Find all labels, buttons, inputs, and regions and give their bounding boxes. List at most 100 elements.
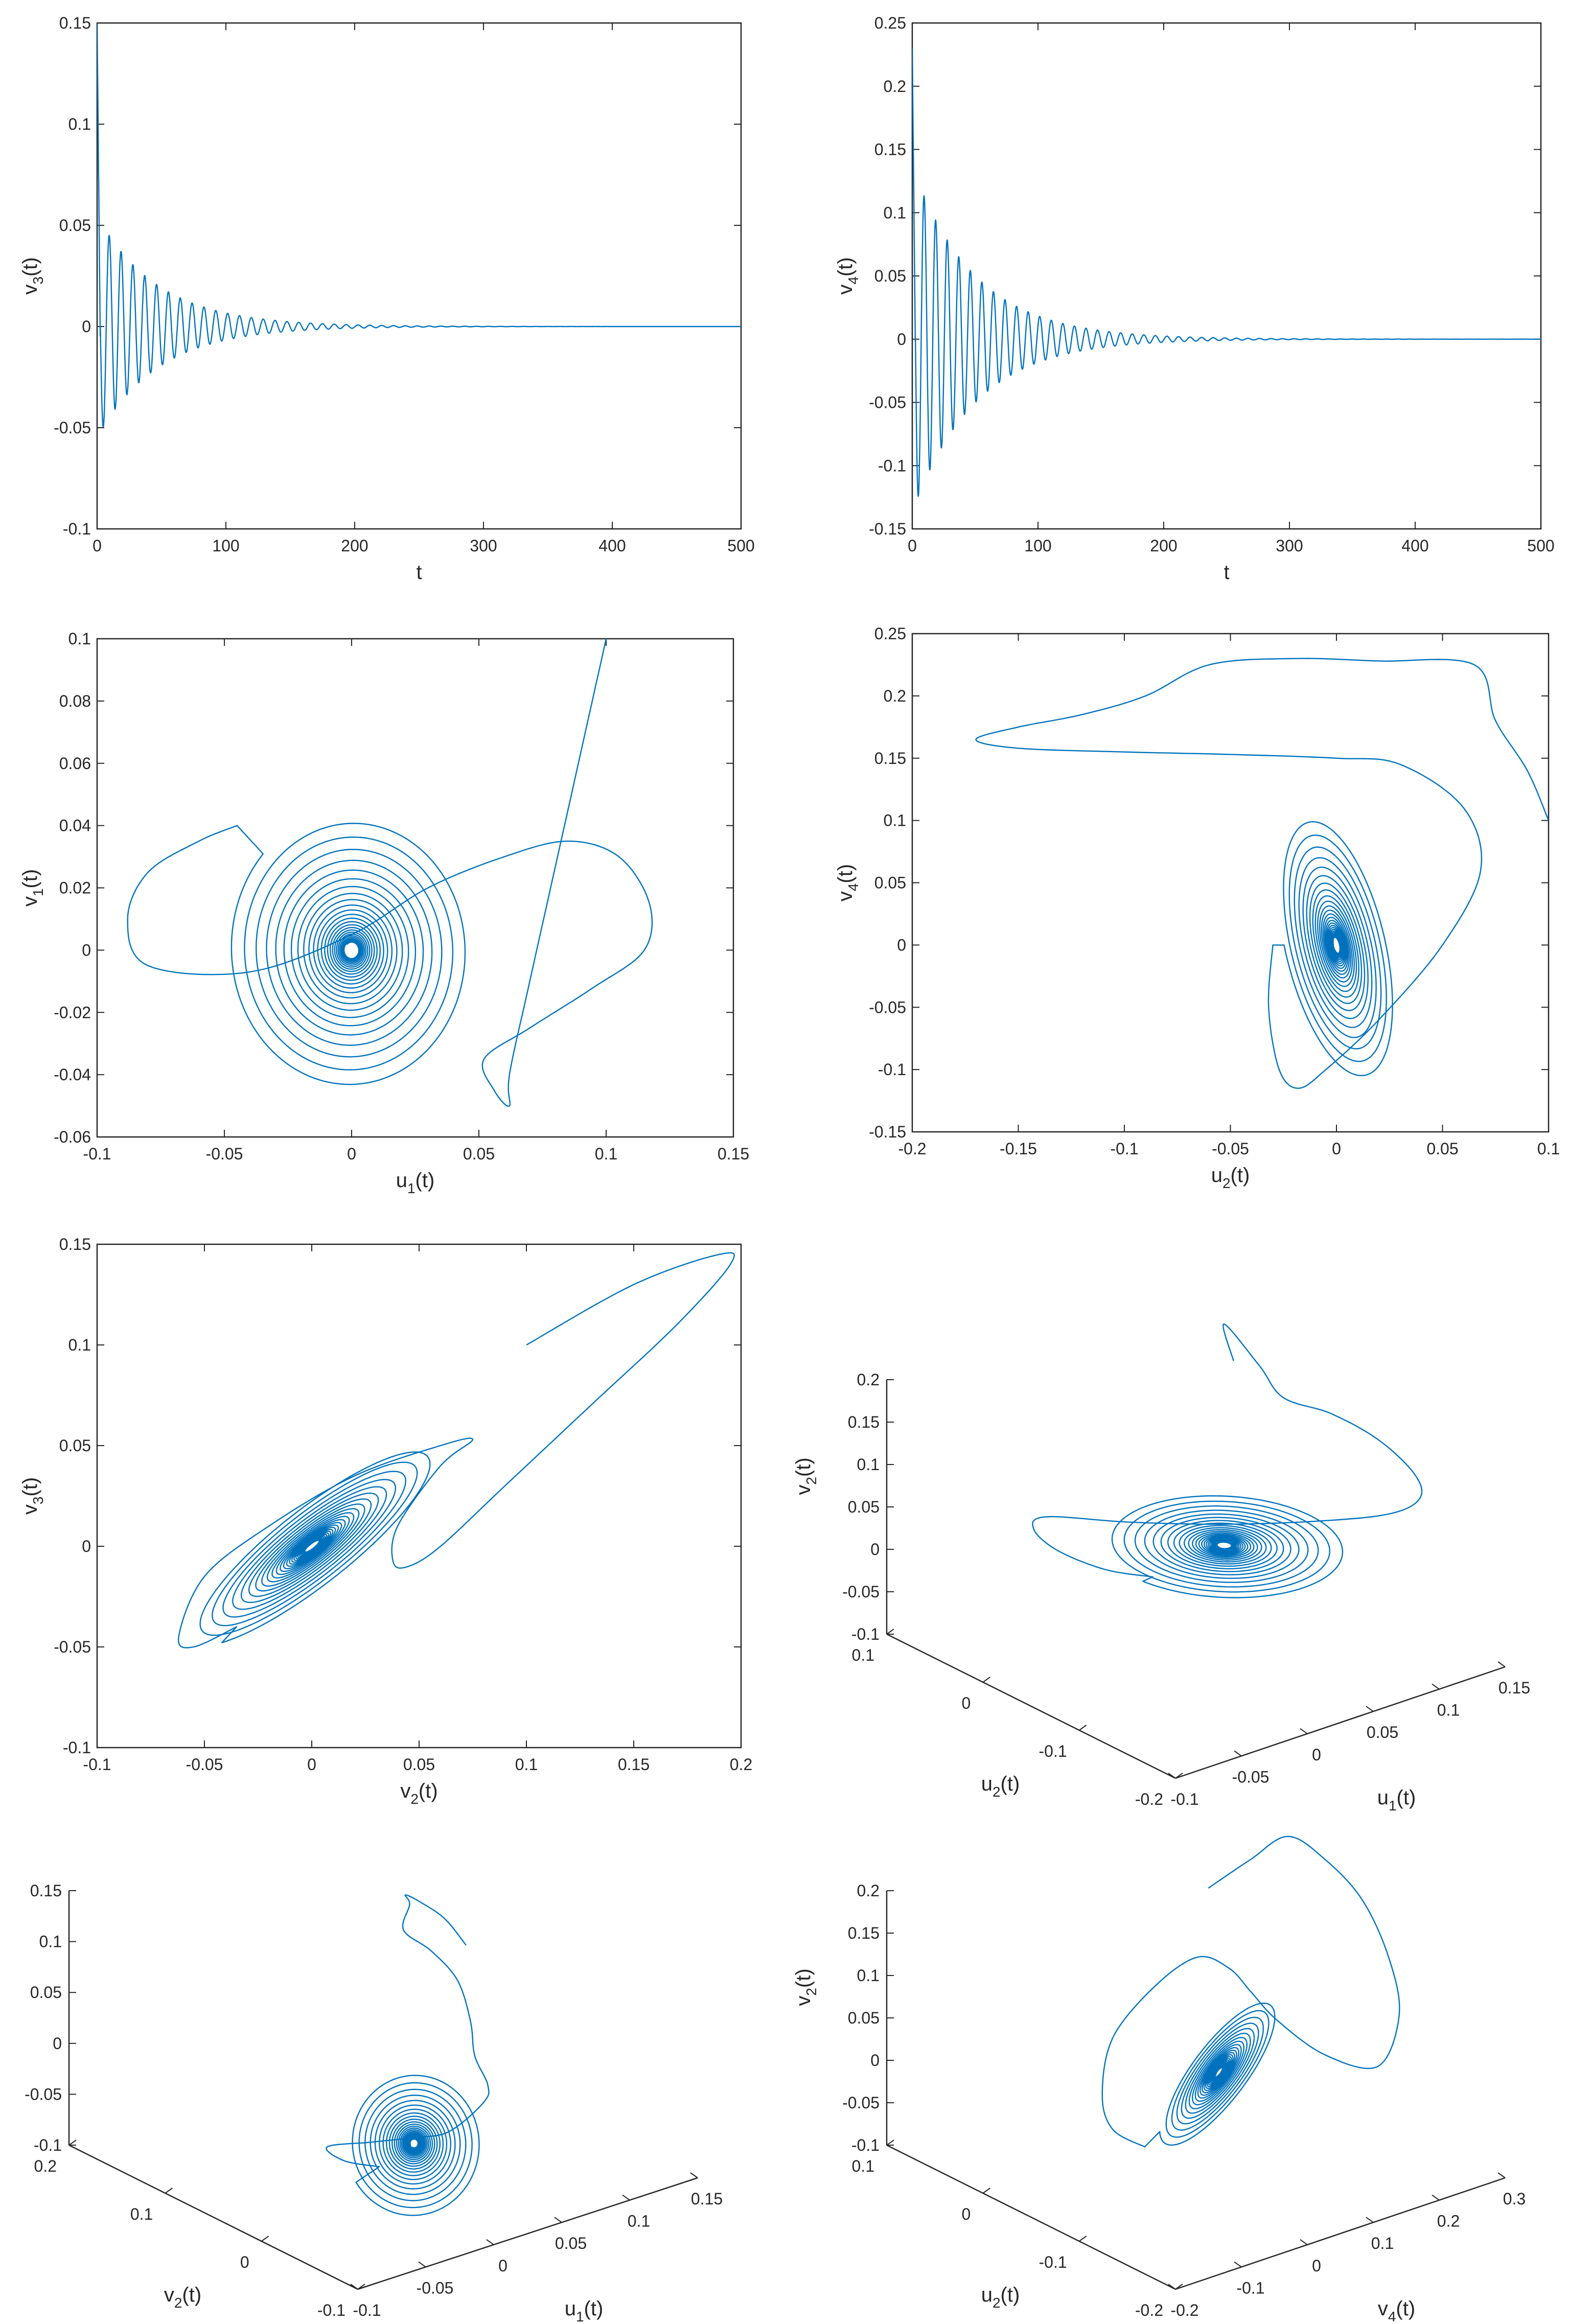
x-tick-label: 0.1: [595, 1145, 617, 1163]
x-tick-label: 300: [470, 537, 497, 555]
x-tick-label: 0: [908, 537, 917, 555]
x-tick: [1168, 2284, 1176, 2290]
x-tick-label: 0: [1312, 2257, 1321, 2275]
x-tick-label: 100: [212, 537, 239, 555]
y-tick-label: 0: [82, 1537, 91, 1555]
y-tick: [1175, 2284, 1183, 2290]
y-tick-label: -0.1: [1039, 2253, 1067, 2271]
series-line: [127, 639, 653, 1107]
x-tick: [1234, 2261, 1242, 2268]
chart-p8: -0.2 -0.1 0 0.1 0.2 0.3 -0.2 -0.1 0 0.1 -0.1 -0.05 0…: [792, 1835, 1526, 2324]
x-tick-label: -0.05: [206, 1145, 243, 1163]
x-tick-label: 400: [598, 537, 626, 555]
y-tick: [357, 2284, 365, 2290]
z-tick-label: 0.15: [848, 1924, 880, 1942]
y-tick: [1079, 1725, 1087, 1731]
y-tick-label: 0.02: [59, 879, 91, 897]
y-tick-label: 0.1: [852, 1646, 874, 1664]
y-tick: [886, 1629, 894, 1635]
y-tick-label: -0.05: [54, 419, 91, 437]
y-axis-label: v3(t): [19, 1477, 46, 1515]
x-axis-label: u1(t): [565, 2297, 604, 2324]
y-tick: [982, 2188, 990, 2194]
y-tick-label: 0.1: [884, 811, 906, 830]
z-tick-label: 0.1: [39, 1933, 62, 1951]
z-axis-label: v2(t): [792, 1457, 819, 1495]
z-tick-label: 0.15: [848, 1413, 880, 1431]
x-tick-label: 200: [1150, 537, 1177, 555]
x-tick-label: 0.1: [515, 1755, 538, 1774]
x-tick-label: -0.1: [83, 1755, 111, 1774]
x-tick-label: 0.15: [618, 1755, 650, 1774]
x-tick-label: 0.15: [1498, 1679, 1530, 1697]
z-tick-label: -0.1: [851, 1625, 880, 1643]
x-axis-label: t: [1224, 561, 1229, 584]
x-tick: [1366, 1706, 1374, 1712]
y-tick-label: -0.05: [869, 998, 906, 1016]
x-tick-label: -0.05: [1212, 1140, 1249, 1158]
y-tick-label: -0.1: [317, 2301, 345, 2319]
z-tick-label: 0: [870, 2051, 880, 2070]
x-tick-label: 200: [341, 537, 368, 555]
y-axis-label: u2(t): [981, 2284, 1020, 2311]
z-tick-label: 0: [870, 1540, 880, 1559]
y-tick-label: 0.15: [874, 141, 906, 159]
y-tick-label: -0.05: [54, 1638, 91, 1656]
trajectory-line: [1032, 1323, 1423, 1598]
x-tick-label: 0: [1332, 1140, 1341, 1158]
y-axis-label: v4(t): [834, 257, 861, 294]
x-tick: [1366, 2217, 1374, 2223]
y-axis-label: u2(t): [981, 1773, 1020, 1800]
x-tick-label: -0.1: [1170, 1790, 1198, 1808]
x-axis-label: u1(t): [1377, 1786, 1416, 1814]
y-tick-label: 0.25: [874, 624, 906, 643]
y-axis: [886, 1633, 1176, 1779]
x-tick: [418, 2261, 426, 2268]
y-tick-label: 0: [962, 2205, 971, 2223]
x-tick-label: -0.15: [1000, 1140, 1037, 1158]
z-tick-label: 0: [53, 2034, 62, 2053]
y-tick-label: -0.06: [54, 1128, 91, 1146]
y-tick-label: 0.04: [59, 817, 91, 835]
y-tick-label: 0: [82, 317, 91, 336]
y-tick-label: -0.15: [869, 520, 906, 538]
chart-p6: -0.1 -0.05 0 0.05 0.1 0.15 -0.2 -0.1 0 0.1 -0.1 -0.…: [792, 1323, 1530, 1814]
series-line: [97, 23, 741, 428]
plot-frame: [96, 1243, 742, 1749]
y-tick-label: 0.1: [68, 1336, 91, 1354]
y-tick-label: 0.2: [34, 2157, 57, 2175]
z-tick-label: 0.15: [30, 1881, 62, 1900]
y-tick-label: 0: [897, 936, 906, 954]
y-tick: [1175, 1773, 1183, 1779]
y-tick-label: 0: [897, 330, 906, 348]
y-tick-label: 0.1: [68, 115, 91, 133]
y-tick-label: 0.15: [874, 749, 906, 768]
y-tick-label: 0.05: [59, 216, 91, 235]
x-tick-label: 0: [1312, 1746, 1321, 1764]
y-tick-label: 0.25: [874, 14, 906, 32]
y-tick-label: 0.06: [59, 754, 91, 773]
chart-p3: -0.1 -0.05 0 0.05 0.1 0.15 -0.06 -0.04 -0.02 0 0.0…: [19, 630, 749, 1196]
y-axis-label: v3(t): [19, 257, 46, 294]
x-tick: [1497, 1661, 1506, 1667]
x-tick-label: 0.1: [1371, 2234, 1394, 2252]
x-tick-label: 0.15: [718, 1145, 749, 1163]
x-axis-label: t: [416, 561, 422, 584]
x-tick: [486, 2239, 494, 2245]
y-tick: [261, 2236, 269, 2242]
y-axis-label: v4(t): [834, 864, 861, 901]
y-tick-label: 0.2: [884, 687, 906, 705]
x-tick-label: 0.05: [1367, 1723, 1398, 1741]
x-tick-label: -0.05: [417, 2279, 454, 2297]
y-axis: [68, 2144, 358, 2290]
x-tick-label: 0: [498, 2257, 507, 2275]
x-tick: [1300, 2239, 1308, 2245]
y-tick-label: 0.05: [59, 1436, 91, 1455]
z-axis-label: v2(t): [792, 1968, 819, 2006]
x-tick: [1432, 2194, 1440, 2201]
x-tick-label: -0.1: [1110, 1140, 1138, 1158]
y-axis: [886, 2144, 1176, 2290]
x-axis: [1175, 1666, 1506, 1779]
z-tick-label: -0.05: [25, 2085, 62, 2103]
